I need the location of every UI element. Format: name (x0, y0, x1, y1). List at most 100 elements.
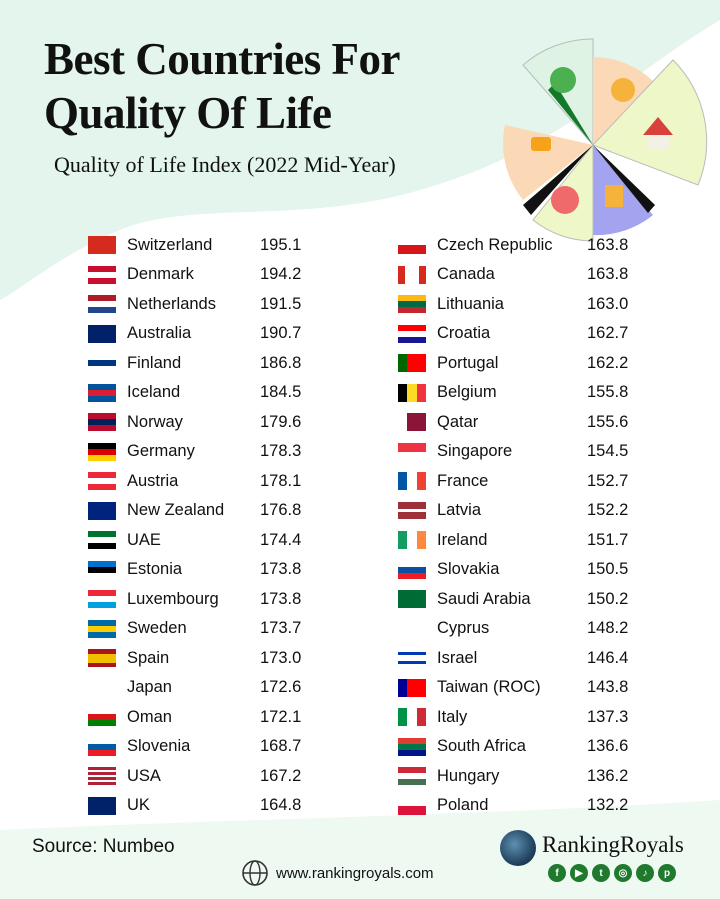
flag-icon (88, 737, 116, 756)
index-value: 163.8 (587, 235, 629, 254)
flag-icon (398, 619, 426, 638)
table-row: New Zealand 176.8 (88, 497, 348, 525)
index-value: 172.1 (260, 707, 302, 726)
table-row: Austria 178.1 (88, 467, 348, 495)
table-row: Latvia 152.2 (398, 497, 658, 525)
country-name: Croatia (437, 324, 491, 342)
country-name: Czech Republic (437, 235, 553, 254)
country-name: Oman (127, 707, 172, 726)
shield-icon (550, 67, 576, 93)
index-value: 151.7 (587, 530, 629, 549)
country-name: Italy (437, 707, 468, 726)
table-row: Slovakia 150.5 (398, 556, 658, 584)
index-value: 184.5 (260, 383, 302, 401)
country-name: Switzerland (127, 235, 213, 254)
index-value: 150.5 (587, 560, 629, 578)
flag-icon (398, 501, 426, 520)
table-row: Germany 178.3 (88, 438, 348, 466)
table-row: Italy 137.3 (398, 703, 658, 731)
twitter-icon[interactable]: t (592, 864, 610, 882)
shopping-bag-icon (605, 185, 623, 207)
country-name: New Zealand (127, 501, 225, 519)
brand-name: RankingRoyals (542, 832, 684, 857)
flag-icon (88, 295, 116, 313)
table-row: Czech Republic 163.8 (398, 231, 658, 259)
country-name: Austria (127, 471, 179, 490)
index-value: 162.2 (587, 353, 629, 372)
flag-icon (398, 472, 426, 490)
country-name: Spain (127, 648, 170, 667)
flag-icon (88, 708, 116, 726)
flag-icon (398, 649, 426, 667)
index-value: 152.7 (587, 471, 629, 490)
country-name: Ireland (437, 530, 488, 549)
country-name: Germany (127, 442, 195, 460)
table-row: Denmark 194.2 (88, 261, 348, 289)
table-row: Portugal 162.2 (398, 349, 658, 377)
flag-icon (398, 796, 426, 815)
table-row: Saudi Arabia 150.2 (398, 585, 658, 613)
title-line-2: Quality Of Life (44, 88, 332, 138)
country-name: UAE (127, 530, 161, 549)
index-value: 173.8 (260, 560, 302, 578)
country-name: Hungary (437, 766, 500, 785)
table-row: Estonia 173.8 (88, 556, 348, 584)
website-text[interactable]: www.rankingroyals.com (276, 864, 434, 882)
table-row: USA 167.2 (88, 762, 348, 790)
flag-icon (88, 413, 116, 431)
subtitle: Quality of Life Index (2022 Mid-Year) (54, 152, 396, 177)
table-row: Japan 172.6 (88, 674, 348, 702)
flag-icon (398, 236, 426, 254)
flag-icon (88, 354, 116, 372)
table-row: Ireland 151.7 (398, 526, 658, 554)
table-row: Slovenia 168.7 (88, 733, 348, 761)
youtube-icon[interactable]: ▶ (570, 864, 588, 882)
table-row: Lithuania 163.0 (398, 290, 658, 318)
flag-icon (398, 295, 426, 313)
index-value: 148.2 (587, 619, 629, 637)
facebook-icon[interactable]: f (548, 864, 566, 882)
flag-icon (398, 413, 426, 431)
source-label: Source: Numbeo (32, 836, 175, 857)
index-value: 191.5 (260, 294, 302, 313)
table-row: Singapore 154.5 (398, 438, 658, 466)
traffic-icon (531, 137, 551, 151)
index-value: 154.5 (587, 442, 629, 460)
index-value: 168.7 (260, 737, 302, 755)
index-value: 173.8 (260, 589, 302, 608)
table-row: Poland 132.2 (398, 792, 658, 820)
country-name: Slovakia (437, 560, 500, 578)
country-name: Estonia (127, 560, 183, 578)
country-name: Belgium (437, 383, 497, 401)
table-row: Switzerland 195.1 (88, 231, 348, 259)
table-row: Luxembourg 173.8 (88, 585, 348, 613)
index-value: 137.3 (587, 707, 629, 726)
index-value: 190.7 (260, 324, 302, 342)
table-row: Belgium 155.8 (398, 379, 658, 407)
country-name: Australia (127, 324, 192, 342)
flag-icon (88, 531, 116, 549)
index-value: 178.3 (260, 442, 302, 460)
table-row: Hungary 136.2 (398, 762, 658, 790)
country-name: Slovenia (127, 737, 191, 755)
flag-icon (88, 501, 116, 520)
tiktok-icon[interactable]: ♪ (636, 864, 654, 882)
website-link[interactable]: www.rankingroyals.com (240, 858, 434, 888)
flag-icon (398, 442, 426, 461)
page-title: Best Countries For Quality Of Life (44, 32, 400, 140)
flag-icon (88, 590, 116, 608)
country-name: Taiwan (ROC) (437, 678, 541, 696)
index-value: 173.7 (260, 619, 302, 637)
pinterest-icon[interactable]: p (658, 864, 676, 882)
index-value: 164.8 (260, 796, 302, 814)
weather-icon (611, 78, 635, 102)
instagram-icon[interactable]: ◎ (614, 864, 632, 882)
flag-icon (398, 383, 426, 402)
country-name: Portugal (437, 353, 499, 372)
table-row: Oman 172.1 (88, 703, 348, 731)
table-row: Norway 179.6 (88, 408, 348, 436)
social-links: f ▶ t ◎ ♪ p (548, 864, 676, 882)
flag-icon (88, 649, 116, 667)
table-row: Sweden 173.7 (88, 615, 348, 643)
index-value: 194.2 (260, 265, 302, 283)
